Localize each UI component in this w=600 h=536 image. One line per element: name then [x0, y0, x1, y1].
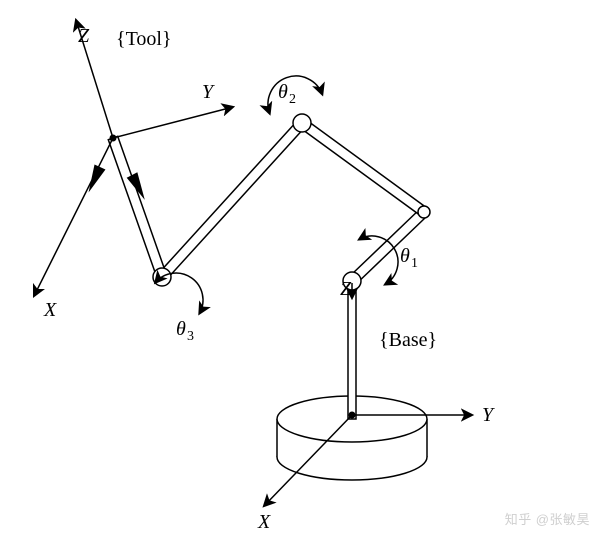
svg-text:X: X	[43, 299, 57, 321]
arm-links	[108, 119, 430, 285]
svg-text:{Base}: {Base}	[379, 329, 437, 351]
svg-text:2: 2	[289, 92, 296, 107]
base-column	[348, 283, 356, 419]
svg-text:θ: θ	[278, 81, 288, 103]
svg-text:X: X	[257, 511, 271, 533]
svg-text:Y: Y	[482, 404, 495, 426]
arm-joints	[110, 114, 362, 419]
svg-text:3: 3	[187, 329, 194, 344]
svg-text:θ: θ	[176, 318, 186, 340]
svg-text:θ: θ	[400, 245, 410, 267]
svg-text:{Tool}: {Tool}	[116, 28, 172, 50]
svg-text:Z: Z	[78, 25, 90, 47]
robot-diagram: XYZ{Base}XYZ{Tool}θ1θ2θ3	[0, 0, 600, 536]
tool-frame-axes	[34, 20, 233, 296]
svg-text:Z: Z	[340, 278, 352, 300]
svg-text:Y: Y	[202, 81, 215, 103]
svg-text:1: 1	[411, 256, 418, 271]
